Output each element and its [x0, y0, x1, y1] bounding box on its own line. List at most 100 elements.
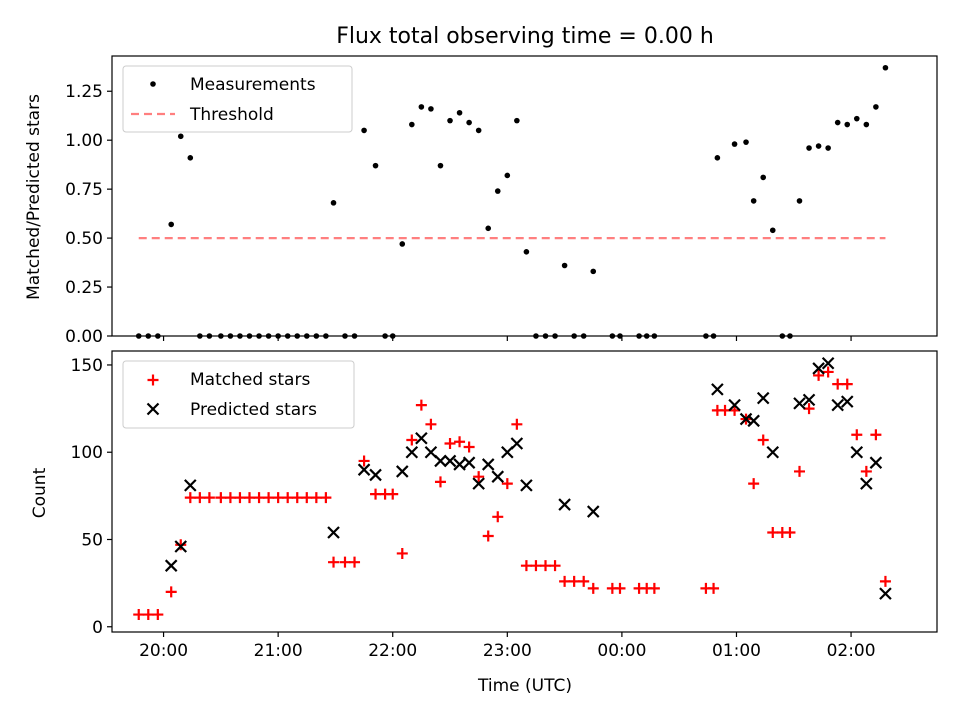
measurement-point [514, 117, 520, 124]
bottom-x-tick-label: 23:00 [483, 641, 532, 661]
measurement-point [456, 109, 463, 116]
matched-star-point [851, 429, 863, 441]
matched-star-point [511, 418, 523, 430]
legend-matched-label: Matched stars [190, 370, 310, 390]
predicted-star-point [405, 445, 419, 459]
matched-star-point [860, 465, 872, 477]
top-chart-title: Flux total observing time = 0.00 h [336, 24, 714, 49]
matched-star-point [473, 471, 485, 483]
matched-star-point [568, 575, 580, 587]
bottom-plot-frame [111, 350, 938, 633]
bottom-legend-box [122, 360, 355, 429]
predicted-star-point [840, 395, 854, 408]
bottom-y-axis-label: Count [30, 467, 50, 518]
measurement-point [399, 241, 406, 247]
bottom-x-tick-label: 21:00 [254, 641, 303, 661]
matched-star-point [463, 441, 475, 453]
measurement-point [853, 115, 860, 122]
predicted-star-point [174, 540, 188, 553]
matched-star-point [729, 404, 741, 416]
measurement-point [168, 221, 175, 228]
matched-star-point [291, 492, 303, 504]
top-plot-frame [111, 55, 938, 337]
matched-star-point [482, 530, 494, 542]
predicted-star-point [520, 479, 533, 492]
matched-star-point [328, 556, 340, 568]
predicted-star-point [766, 445, 780, 459]
measurement-point [504, 172, 511, 179]
matched-star-point [813, 369, 825, 381]
matched-star-point [406, 434, 418, 446]
predicted-star-point [812, 362, 825, 375]
matched-star-point [648, 582, 660, 594]
top-y-axis: 0.00 0.25 0.50 0.75 1.00 1.25 [65, 82, 112, 347]
bottom-x-tick-label: 00:00 [597, 641, 646, 661]
measurement-point [418, 104, 425, 110]
predicted-star-point [357, 463, 371, 476]
legend-predicted-marker [146, 402, 160, 416]
matched-star-point [492, 511, 504, 523]
matched-star-point [454, 436, 466, 448]
matched-star-point [794, 465, 805, 477]
top-y-axis-label: Matched/Predicted stars [24, 94, 44, 300]
predicted-star-point [491, 470, 505, 483]
measurement-point [743, 139, 749, 145]
predicted-star-point [711, 383, 724, 396]
matched-star-point [215, 492, 227, 504]
matched-star-point [578, 575, 590, 587]
bottom-y-tick-label: 0 [92, 618, 103, 638]
bottom-y-tick-label: 100 [71, 443, 103, 463]
predicted-star-point [415, 431, 428, 445]
matched-star-point [614, 582, 626, 594]
predicted-star-point [327, 526, 340, 539]
matched-star-point [370, 488, 382, 500]
matched-star-point [184, 492, 196, 504]
legend-measurements-label: Measurements [190, 75, 316, 95]
matched-star-point [272, 492, 284, 504]
matched-star-point [501, 478, 513, 490]
bottom-x-tick-label: 02:00 [827, 641, 876, 661]
matched-star-point [234, 492, 246, 504]
matched-star-point [142, 609, 154, 621]
matched-star-point [358, 455, 370, 467]
matched-star-point [194, 492, 206, 504]
top-x-ticks [162, 336, 852, 341]
matched-star-point [719, 404, 731, 416]
matched-star-point [282, 492, 294, 504]
matched-star-point [339, 556, 351, 568]
measurement-point [437, 162, 444, 169]
matched-star-point [349, 556, 361, 568]
predicted-star-point [879, 587, 892, 600]
predicted-star-point [821, 356, 835, 370]
predicted-star-point [831, 398, 844, 412]
predicted-star-point [558, 498, 571, 511]
measurement-point [372, 162, 379, 169]
predicted-star-point [869, 456, 883, 469]
predicted-star-point [453, 458, 466, 471]
matched-star-point [784, 527, 796, 539]
matched-star-point [203, 492, 215, 504]
matched-star-point [310, 492, 322, 504]
predicted-star-point [443, 454, 457, 468]
measurement-point [714, 155, 721, 161]
matched-star-point [253, 492, 265, 504]
measurement-point [561, 262, 568, 269]
matched-star-point [803, 403, 815, 415]
measurement-point [494, 188, 501, 194]
measurement-point [769, 227, 776, 234]
predicted-star-point [434, 454, 447, 468]
predicted-star-point [756, 391, 770, 405]
measurement-point [731, 141, 738, 147]
matched-star-point [587, 582, 599, 594]
matched-star-point [530, 560, 542, 572]
bottom-x-tick-label: 22:00 [368, 641, 417, 661]
predicted-star-point [860, 477, 873, 490]
matched-star-point [224, 492, 236, 504]
matched-star-point [133, 609, 145, 621]
measurement-point [796, 198, 803, 204]
measurement-point [409, 121, 415, 128]
predicted-star-point [802, 393, 816, 407]
matched-star-point [396, 547, 408, 559]
measurement-point [815, 143, 822, 149]
